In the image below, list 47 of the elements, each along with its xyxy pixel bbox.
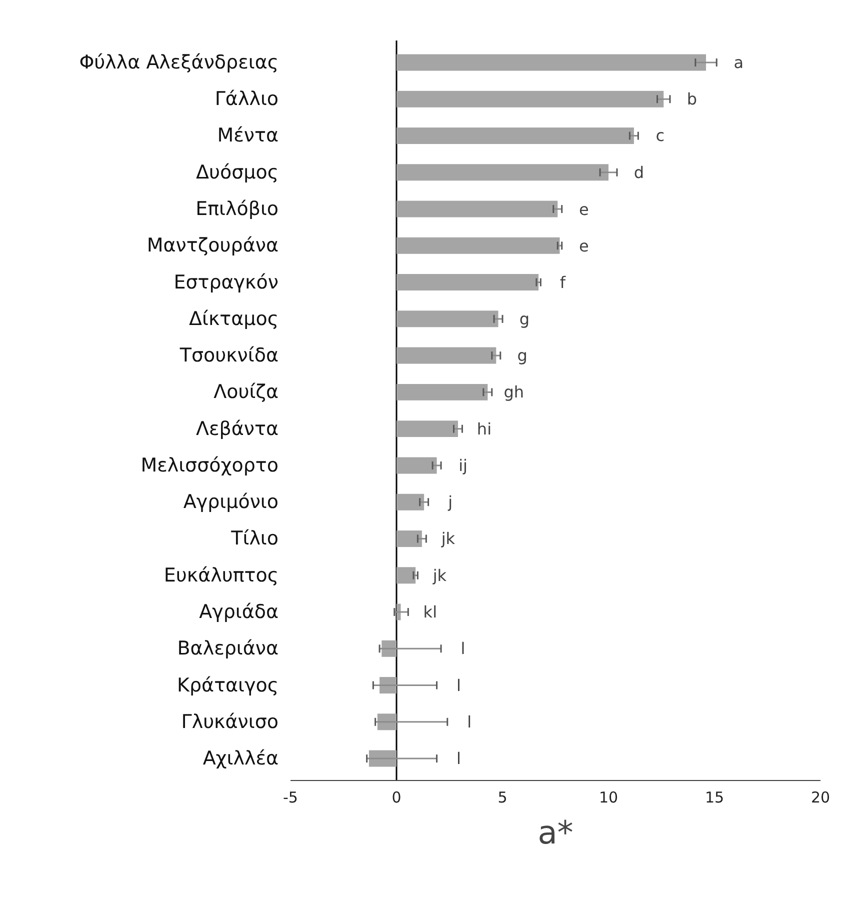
x-tick-label: 0 xyxy=(392,788,402,806)
y-tick-label: Δυόσμος xyxy=(196,161,279,184)
annotation: jk xyxy=(440,529,456,548)
y-tick-label: Δίκταμος xyxy=(189,308,278,330)
y-tick-label: Βαλεριάνα xyxy=(177,638,279,660)
annotation: jk xyxy=(432,566,448,585)
x-tick-label: 15 xyxy=(704,788,724,806)
annotation: e xyxy=(578,200,589,220)
annotation: l xyxy=(460,639,466,658)
annotation: f xyxy=(560,272,566,292)
x-axis-title: a* xyxy=(538,814,574,852)
annotation: g xyxy=(519,309,530,328)
annotation: kl xyxy=(423,602,438,622)
y-tick-label: Επιλόβιο xyxy=(196,198,278,220)
x-tick-label: 5 xyxy=(498,788,508,806)
y-tick-label: Αχιλλέα xyxy=(202,748,279,770)
y-tick-label: Μελισσόχορτο xyxy=(140,454,279,476)
y-tick-label: Αγριμόνιο xyxy=(183,491,279,514)
annotation: l xyxy=(456,676,462,695)
annotation: l xyxy=(467,712,472,732)
annotation: l xyxy=(456,749,462,768)
x-tick-label: 10 xyxy=(598,788,618,806)
annotation: a xyxy=(734,52,744,72)
y-tick-label: Γάλλιο xyxy=(214,88,279,110)
y-tick-label: Λουίζα xyxy=(214,381,278,404)
y-tick-label: Μαντζουράνα xyxy=(146,234,279,257)
y-tick-label: Τσουκνίδα xyxy=(178,344,278,367)
annotation: j xyxy=(447,492,453,512)
y-tick-label: Κράταιγος xyxy=(177,674,279,696)
y-tick-label: Λεβάντα xyxy=(196,418,279,440)
annotation: b xyxy=(686,90,698,109)
annotation: c xyxy=(656,126,665,146)
y-tick-label: Μέντα xyxy=(217,124,279,147)
x-tick-label: 20 xyxy=(810,788,830,806)
y-tick-label: Φύλλα Αλεξάνδρειας xyxy=(79,51,279,74)
annotation: d xyxy=(634,162,644,182)
annotation: hi xyxy=(476,419,492,438)
y-tick-label: Γλυκάνισο xyxy=(181,710,279,733)
annotation: gh xyxy=(504,382,524,402)
y-tick-label: Αγριάδα xyxy=(199,600,278,623)
annotation: e xyxy=(578,236,589,256)
y-tick-label: Εστραγκόν xyxy=(174,271,279,294)
y-tick-label: Τίλιο xyxy=(230,528,279,550)
x-tick-label: -5 xyxy=(283,788,298,806)
y-tick-label: Ευκάλυπτος xyxy=(164,564,279,586)
annotation: g xyxy=(517,346,528,366)
annotation: ij xyxy=(458,456,468,475)
